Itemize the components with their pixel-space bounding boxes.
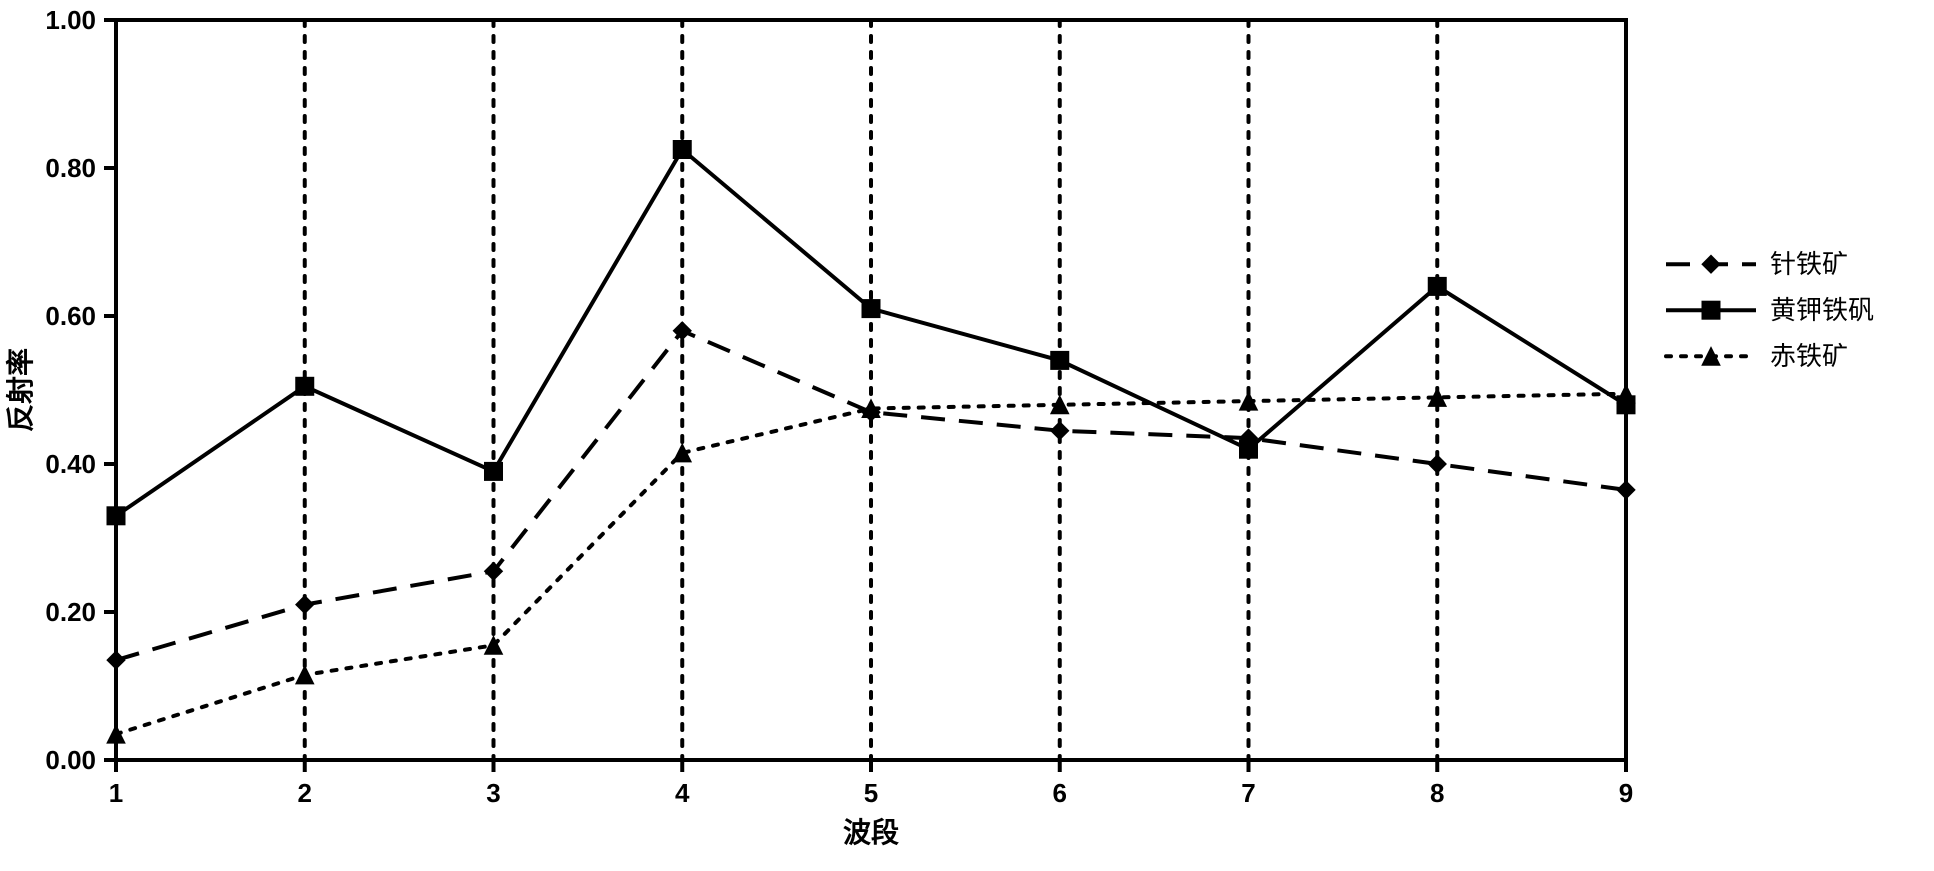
- marker-diamond: [1702, 255, 1720, 273]
- marker-square: [673, 141, 691, 159]
- marker-square: [1702, 301, 1720, 319]
- marker-square: [485, 462, 503, 480]
- x-tick-label: 1: [109, 778, 123, 808]
- x-tick-label: 7: [1241, 778, 1255, 808]
- x-tick-label: 3: [486, 778, 500, 808]
- chart-container: 1 2 3 4 5 6 7 8 9 0.00 0.20 0.40 0.60 0.80 1.00 波段 反射率 针铁…: [0, 0, 1934, 871]
- marker-square: [1051, 351, 1069, 369]
- y-tick-label: 0.60: [45, 301, 96, 331]
- x-tick-label: 4: [675, 778, 690, 808]
- y-tick-label: 0.20: [45, 597, 96, 627]
- legend-label: 赤铁矿: [1770, 341, 1848, 371]
- y-axis-label: 反射率: [4, 348, 36, 432]
- x-tick-label: 6: [1053, 778, 1067, 808]
- marker-square: [107, 507, 125, 525]
- legend-label: 黄钾铁矾: [1770, 295, 1874, 325]
- marker-square: [1240, 440, 1258, 458]
- x-tick-label: 9: [1619, 778, 1633, 808]
- x-tick-label: 2: [298, 778, 312, 808]
- line-chart: 1 2 3 4 5 6 7 8 9 0.00 0.20 0.40 0.60 0.80 1.00 波段 反射率 针铁…: [0, 0, 1934, 871]
- y-tick-label: 0.00: [45, 745, 96, 775]
- marker-square: [1428, 277, 1446, 295]
- marker-square: [296, 377, 314, 395]
- legend-label: 针铁矿: [1770, 249, 1848, 279]
- x-tick-label: 8: [1430, 778, 1444, 808]
- x-axis-label: 波段: [843, 816, 899, 848]
- y-tick-label: 0.80: [45, 153, 96, 183]
- y-tick-label: 1.00: [45, 5, 96, 35]
- x-tick-label: 5: [864, 778, 878, 808]
- y-tick-label: 0.40: [45, 449, 96, 479]
- marker-square: [862, 300, 880, 318]
